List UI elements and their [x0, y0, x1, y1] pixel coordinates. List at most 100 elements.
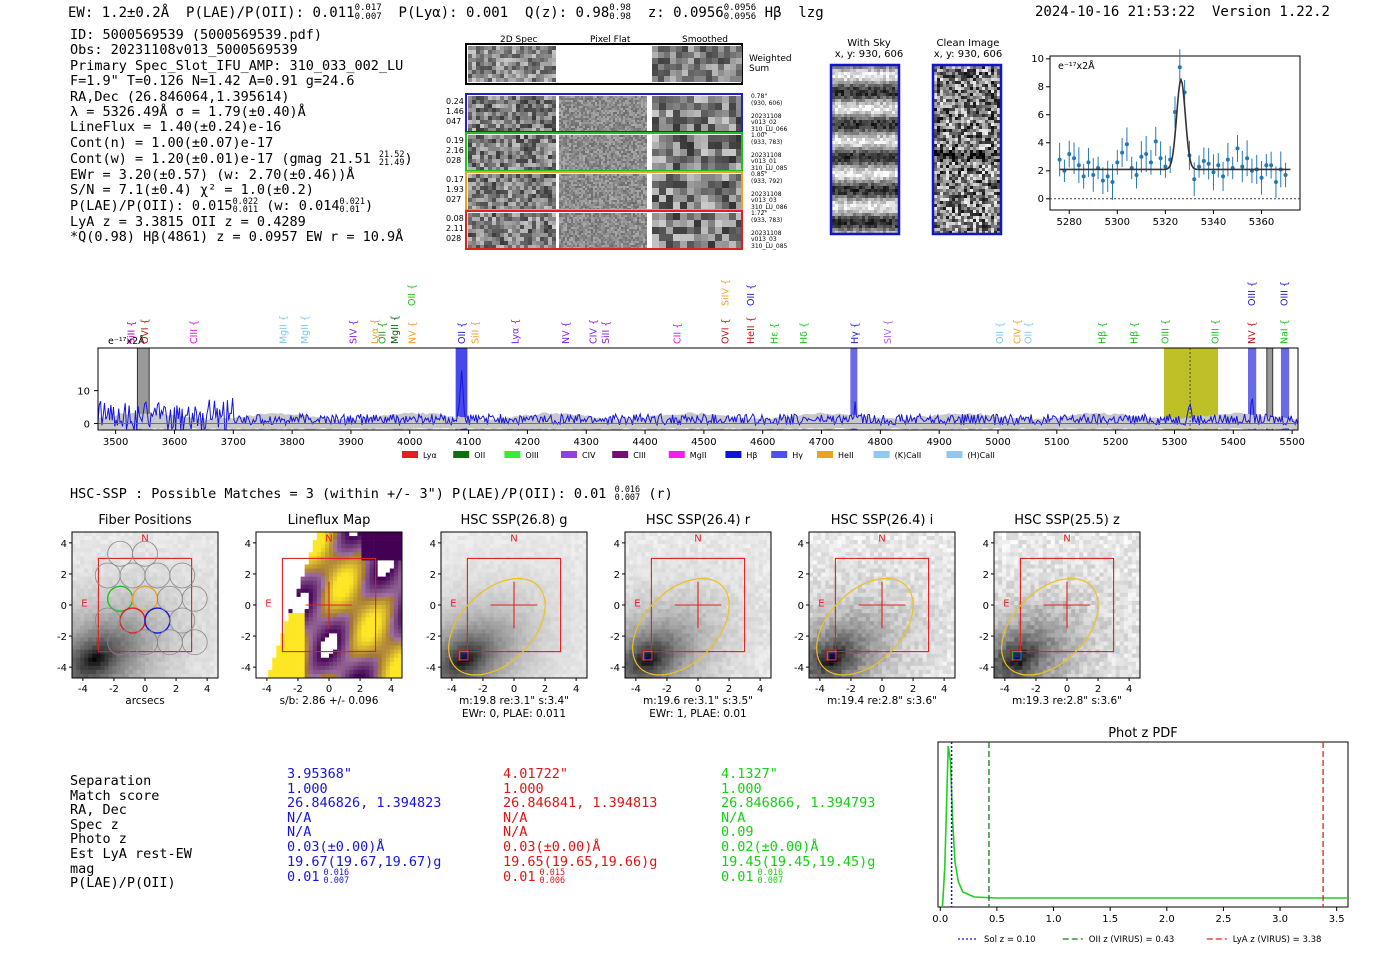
info-line: Primary Spec_Slot_IFU_AMP: 310_033_002_L…: [70, 57, 404, 74]
pixel: [476, 198, 480, 202]
pixel: [540, 151, 544, 155]
pixel: [559, 139, 561, 141]
pixel: [544, 229, 548, 233]
pixel: [559, 128, 561, 130]
pixel: [593, 112, 595, 114]
pixel: [593, 192, 595, 194]
pixel: [563, 128, 565, 130]
pixel: [847, 66, 850, 69]
pixel: [597, 227, 599, 229]
header-ew: EW: 1.2±0.2Å: [68, 5, 170, 21]
pixel: [559, 227, 561, 229]
pixel: [633, 243, 635, 245]
pixel: [621, 202, 623, 204]
pixel: [496, 74, 500, 78]
pixel: [652, 156, 659, 163]
pixel: [639, 194, 641, 196]
pixel: [605, 213, 607, 215]
pixel: [520, 104, 524, 108]
pixel: [472, 237, 476, 241]
pixel: [607, 186, 609, 188]
pixel: [579, 104, 581, 106]
pixel: [609, 151, 611, 153]
pixel: [617, 192, 619, 194]
pixel: [611, 100, 613, 102]
pixel: [631, 163, 633, 165]
pixel: [561, 188, 563, 190]
pixel: [623, 245, 625, 247]
pixel: [603, 245, 605, 247]
pixel: [597, 104, 599, 106]
pixel: [548, 213, 552, 217]
pixel: [583, 235, 585, 237]
pixel: [591, 124, 593, 126]
pixel: [625, 219, 627, 221]
pixel: [874, 105, 877, 108]
pixel: [561, 237, 563, 239]
pixel: [573, 186, 575, 188]
pixel: [587, 217, 589, 219]
pixel: [569, 192, 571, 194]
pixel: [579, 161, 581, 163]
pixel: [597, 102, 599, 104]
pixel: [512, 163, 516, 167]
pixel: [625, 124, 627, 126]
pixel: [615, 206, 617, 208]
pixel: [617, 143, 619, 145]
pixel: [615, 153, 617, 155]
pixel: [569, 106, 571, 108]
pixel: [468, 139, 472, 143]
pixel: [512, 139, 516, 143]
pixel: [633, 229, 635, 231]
pixel: [571, 108, 573, 110]
pixel: [591, 157, 593, 159]
pixel: [520, 100, 524, 104]
pixel: [589, 145, 591, 147]
pixel: [619, 122, 621, 124]
pixel: [587, 122, 589, 124]
pixel: [605, 239, 607, 241]
pixel: [637, 155, 639, 157]
pixel: [736, 46, 742, 52]
pixel: [500, 167, 504, 171]
pixel: [585, 178, 587, 180]
pixel: [613, 200, 615, 202]
pixel: [585, 231, 587, 233]
pixel: [637, 186, 639, 188]
pixel: [565, 243, 567, 245]
pixel: [512, 237, 516, 241]
pixel: [880, 111, 883, 114]
pixel: [641, 122, 643, 124]
pixel: [607, 231, 609, 233]
pixel: [701, 117, 708, 124]
pixel: [528, 202, 532, 206]
pixel: [548, 70, 552, 74]
pixel: [687, 135, 694, 142]
pixel: [573, 174, 575, 176]
pixel: [736, 181, 743, 188]
pixel: [637, 237, 639, 239]
pixel: [621, 213, 623, 215]
pixel: [565, 106, 567, 108]
pixel: [635, 98, 637, 100]
pixel: [601, 102, 603, 104]
pixel: [635, 188, 637, 190]
pixel: [611, 139, 613, 141]
pixel: [508, 124, 512, 128]
pixel: [520, 46, 524, 50]
pixel: [706, 76, 712, 82]
pixel: [579, 223, 581, 225]
pixel: [722, 181, 729, 188]
pixel: [585, 137, 587, 139]
pixel: [883, 96, 886, 99]
pixel: [561, 233, 563, 235]
pixel: [591, 126, 593, 128]
pixel: [701, 110, 708, 117]
pixel: [579, 198, 581, 200]
pixel: [603, 126, 605, 128]
pixel: [613, 184, 615, 186]
row-smoothed: [652, 135, 743, 170]
pixel: [548, 147, 552, 151]
pixel: [886, 102, 889, 105]
pixel: [524, 74, 528, 78]
